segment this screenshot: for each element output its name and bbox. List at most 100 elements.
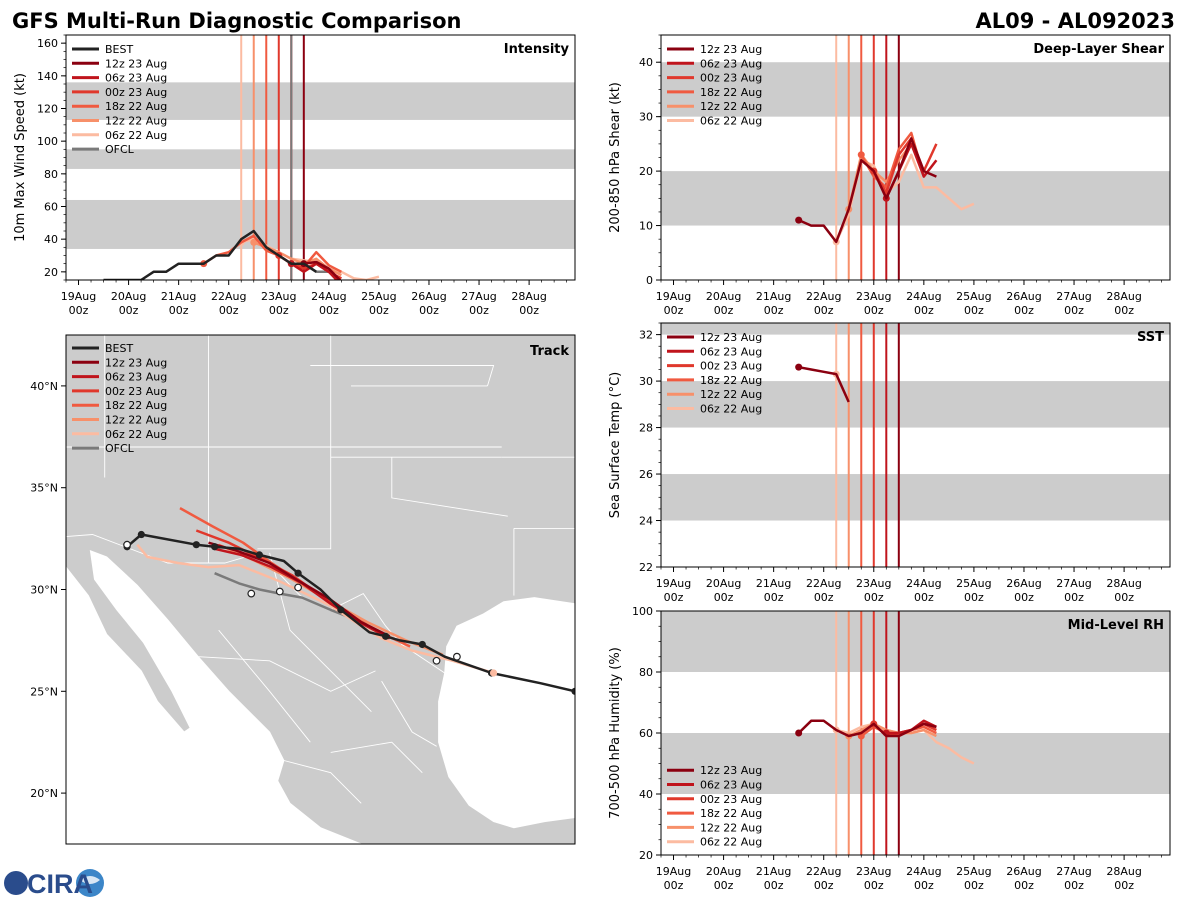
sst-xtick-label: 19Aug [656,577,691,590]
sst-band-0 [661,474,1170,521]
sst-legend-label: 18z 22 Aug [700,374,762,387]
intensity-xtick-sublabel: 00z [469,304,489,317]
track-ytick-label: 30°N [30,584,58,597]
track-legend-label: 12z 23 Aug [105,356,167,369]
rh-ytick-label: 20 [639,849,653,862]
intensity-legend-label: BEST [105,43,133,56]
intensity-legend-label: 06z 22 Aug [105,129,167,142]
shear-point [795,216,803,224]
shear-legend-label: 12z 22 Aug [700,100,762,113]
shear-legend-label: 06z 22 Aug [700,115,762,128]
track-best-point [337,606,345,614]
sst-xtick-sublabel: 00z [914,591,934,604]
rh-series-12z-23-Aug [797,719,937,738]
intensity-legend-label: 00z 23 Aug [105,86,167,99]
rh-legend-label: 18z 22 Aug [700,807,762,820]
sst-xtick-sublabel: 00z [814,591,834,604]
sst-legend-label: 06z 22 Aug [700,403,762,416]
sst-ytick-label: 22 [639,561,653,574]
rh-legend-label: 12z 22 Aug [700,821,762,834]
storm-id: AL09 - AL092023 [976,9,1176,33]
intensity-ytick-label: 40 [44,233,58,246]
shear-title: Deep-Layer Shear [1033,42,1164,57]
sst-legend-label: 12z 23 Aug [700,331,762,344]
map-border-15 [330,741,423,774]
intensity-legend-label: 12z 22 Aug [105,115,167,128]
intensity-xtick-label: 19Aug [61,290,96,303]
track-best-point [192,541,200,549]
map-border-14 [218,629,311,743]
track-title: Track [530,344,569,359]
sst-xtick-label: 25Aug [956,577,991,590]
rh-xtick-sublabel: 00z [664,879,684,892]
intensity-series-12z-23-Aug [303,260,342,280]
track-ytick-label: 25°N [30,685,58,698]
intensity-point [250,238,258,246]
shear-chart: 01020304019Aug00z20Aug00z21Aug00z22Aug00… [608,34,1171,317]
intensity-xtick-label: 28Aug [511,290,546,303]
cira-logo-text: CIRA [27,869,93,899]
intensity-xtick-label: 27Aug [461,290,496,303]
shear-legend-label: 00z 23 Aug [700,72,762,85]
shear-xtick-label: 28Aug [1106,290,1141,303]
page-title: GFS Multi-Run Diagnostic Comparison [12,9,461,33]
rh-xtick-label: 20Aug [706,865,741,878]
shear-xtick-label: 21Aug [756,290,791,303]
track-series-12z-23-Aug [208,541,391,638]
track-best-point [211,543,219,551]
map-border-2 [257,335,332,550]
track-legend-label: OFCL [105,442,135,455]
shear-ytick-label: 20 [639,165,653,178]
shear-band-0 [661,171,1170,226]
rh-xtick-sublabel: 00z [714,879,734,892]
rh-xtick-label: 27Aug [1056,865,1091,878]
sst-xtick-label: 28Aug [1106,577,1141,590]
sst-xtick-sublabel: 00z [864,591,884,604]
shear-xtick-sublabel: 00z [1064,304,1084,317]
sst-frame [660,322,1171,568]
sst-xtick-label: 24Aug [906,577,941,590]
intensity-legend-label: 06z 23 Aug [105,72,167,85]
intensity-ytick-label: 20 [44,266,58,279]
track-open-point [247,589,256,598]
intensity-xtick-sublabel: 00z [319,304,339,317]
shear-xtick-sublabel: 00z [864,304,884,317]
rh-chart: 2040608010019Aug00z20Aug00z21Aug00z22Aug… [608,605,1171,892]
shear-xtick-sublabel: 00z [764,304,784,317]
intensity-xtick-label: 26Aug [411,290,446,303]
sst-xtick-sublabel: 00z [664,591,684,604]
intensity-xtick-label: 20Aug [111,290,146,303]
sst-xtick-sublabel: 00z [714,591,734,604]
intensity-xtick-sublabel: 00z [269,304,289,317]
intensity-ytick-label: 60 [44,201,58,214]
shear-xtick-label: 22Aug [806,290,841,303]
shear-xtick-sublabel: 00z [914,304,934,317]
intensity-band-1 [66,149,575,169]
shear-legend-label: 12z 23 Aug [700,43,762,56]
cira-globe-icon [4,871,28,895]
track-legend-label: 12z 22 Aug [105,414,167,427]
shear-xtick-label: 23Aug [856,290,891,303]
track-ytick-label: 40°N [30,380,58,393]
intensity-legend-label: 18z 22 Aug [105,100,167,113]
shear-xtick-sublabel: 00z [814,304,834,317]
track-legend-label: BEST [105,342,133,355]
rh-xtick-sublabel: 00z [914,879,934,892]
intensity-series-18z-22-Aug [203,234,342,273]
intensity-legend-label: OFCL [105,143,135,156]
shear-xtick-sublabel: 00z [1114,304,1134,317]
rh-xtick-sublabel: 00z [864,879,884,892]
intensity-band-2 [66,82,575,120]
intensity-ylabel: 10m Max Wind Speed (kt) [13,73,28,242]
intensity-title: Intensity [504,42,570,57]
intensity-chart: 2040608010012014016019Aug00z20Aug00z21Au… [13,34,576,317]
sst-point [795,363,803,371]
map-border-8 [310,365,495,387]
rh-xtick-label: 22Aug [806,865,841,878]
track-legend-label: 06z 23 Aug [105,371,167,384]
intensity-xtick-sublabel: 00z [69,304,89,317]
track-legend-label: 06z 22 Aug [105,428,167,441]
